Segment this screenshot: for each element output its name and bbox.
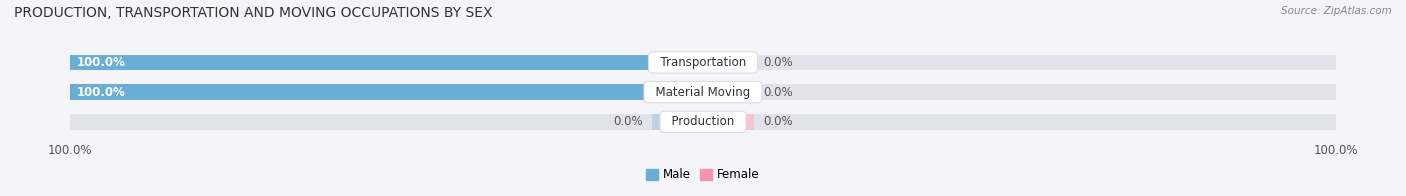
- Bar: [703, 84, 754, 100]
- Bar: [652, 114, 703, 130]
- Text: 100.0%: 100.0%: [76, 86, 125, 99]
- Text: Material Moving: Material Moving: [648, 86, 758, 99]
- Text: Transportation: Transportation: [652, 56, 754, 69]
- Bar: [70, 84, 1336, 100]
- Bar: [70, 55, 703, 70]
- Legend: Male, Female: Male, Female: [641, 164, 765, 186]
- Text: 100.0%: 100.0%: [76, 56, 125, 69]
- Text: Source: ZipAtlas.com: Source: ZipAtlas.com: [1281, 6, 1392, 16]
- Text: 0.0%: 0.0%: [763, 56, 793, 69]
- Text: 0.0%: 0.0%: [613, 115, 643, 128]
- Bar: [70, 84, 703, 100]
- Text: 0.0%: 0.0%: [763, 86, 793, 99]
- Bar: [703, 114, 754, 130]
- Bar: [70, 114, 1336, 130]
- Text: Production: Production: [664, 115, 742, 128]
- Text: PRODUCTION, TRANSPORTATION AND MOVING OCCUPATIONS BY SEX: PRODUCTION, TRANSPORTATION AND MOVING OC…: [14, 6, 492, 20]
- Bar: [703, 55, 754, 70]
- Bar: [70, 55, 1336, 70]
- Text: 0.0%: 0.0%: [763, 115, 793, 128]
